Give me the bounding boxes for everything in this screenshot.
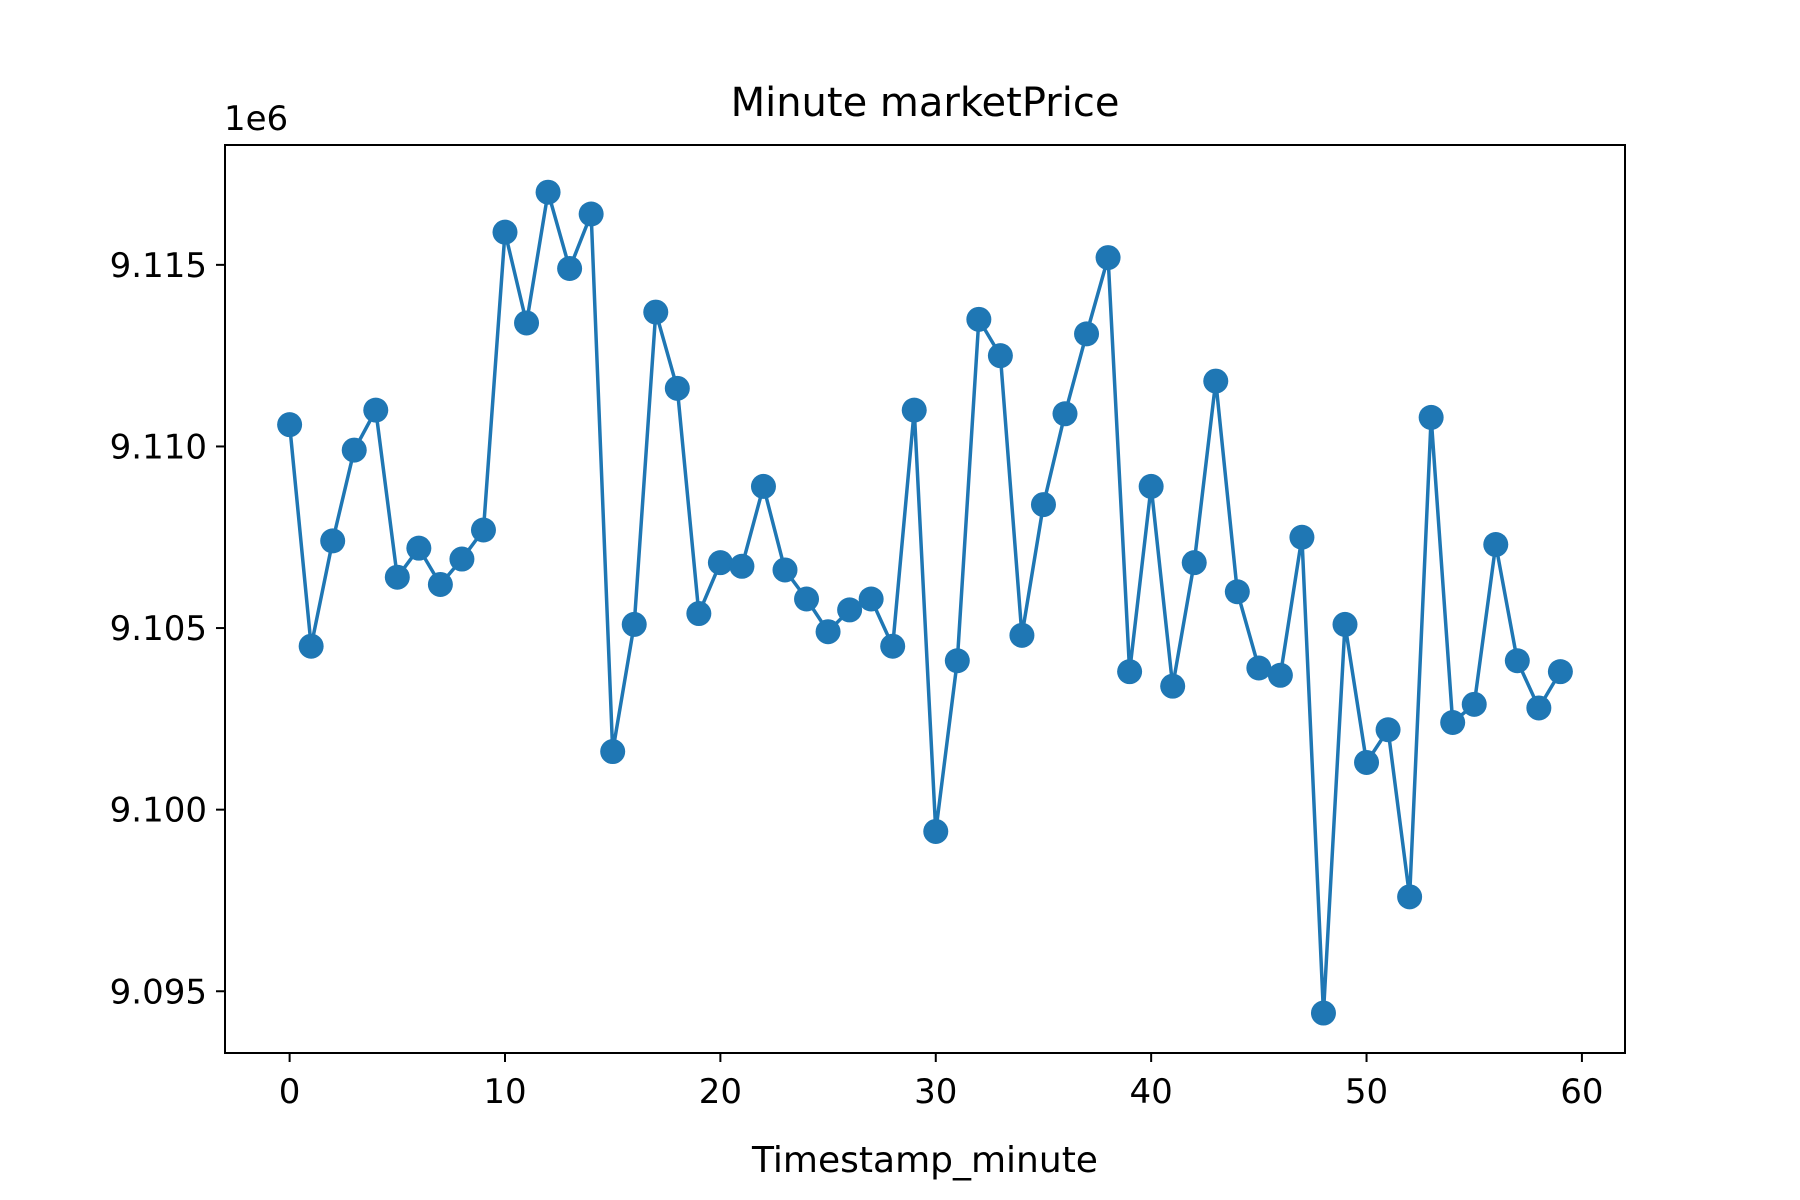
data-point (1483, 532, 1509, 558)
data-point (707, 550, 733, 576)
data-point (686, 601, 712, 627)
x-tick-label: 0 (279, 1072, 301, 1112)
chart-title: Minute marketPrice (731, 80, 1120, 126)
data-point (1332, 611, 1358, 637)
data-point (557, 255, 583, 281)
data-point (600, 739, 626, 765)
data-point (578, 201, 604, 227)
data-point (514, 310, 540, 336)
plot-area-frame (224, 144, 1626, 1054)
y-offset-text: 1e6 (224, 99, 288, 139)
data-point (987, 343, 1013, 369)
data-point (1009, 622, 1035, 648)
data-point (794, 586, 820, 612)
data-point (1052, 401, 1078, 427)
data-point (1224, 579, 1250, 605)
x-tick-label: 60 (1560, 1072, 1603, 1112)
data-point (1354, 749, 1380, 775)
data-point (341, 437, 367, 463)
plot-series (277, 179, 1573, 1026)
data-point (1310, 1000, 1336, 1026)
x-tick-label: 30 (914, 1072, 957, 1112)
data-point (837, 597, 863, 623)
data-point (427, 571, 453, 597)
x-axis-ticks: 0 10 20 30 40 50 60 (279, 1053, 1604, 1112)
y-tick-label: 9.105 (110, 609, 207, 649)
data-point (815, 619, 841, 645)
data-point (643, 299, 669, 325)
data-point (1117, 659, 1143, 685)
data-point (1267, 662, 1293, 688)
data-point (1138, 473, 1164, 499)
data-point (384, 564, 410, 590)
data-point (729, 553, 755, 579)
y-axis-ticks: 9.095 9.100 9.105 9.110 9.115 (110, 246, 225, 1012)
data-point (664, 375, 690, 401)
data-point (298, 633, 324, 659)
data-point (1289, 524, 1315, 550)
data-point (535, 179, 561, 205)
data-point (750, 473, 776, 499)
y-tick-label: 9.100 (110, 791, 207, 831)
x-tick-label: 20 (699, 1072, 742, 1112)
data-point (621, 611, 647, 637)
data-point (1074, 321, 1100, 347)
data-point (772, 557, 798, 583)
data-point (1160, 673, 1186, 699)
y-tick-label: 9.110 (110, 427, 207, 467)
data-point (1246, 655, 1272, 681)
x-axis-label: Timestamp_minute (751, 1140, 1098, 1181)
data-point (320, 528, 346, 554)
x-tick-label: 50 (1345, 1072, 1388, 1112)
x-tick-label: 40 (1130, 1072, 1173, 1112)
data-point (363, 397, 389, 423)
data-point (1504, 648, 1530, 674)
data-point (1440, 709, 1466, 735)
data-point (1375, 717, 1401, 743)
data-point (1526, 695, 1552, 721)
data-point (1030, 492, 1056, 518)
data-point (1181, 550, 1207, 576)
series-line (287, 190, 1562, 1015)
data-point (277, 412, 303, 438)
x-tick-label: 10 (483, 1072, 526, 1112)
y-tick-label: 9.115 (110, 246, 207, 286)
data-point (1461, 691, 1487, 717)
data-point (880, 633, 906, 659)
data-point (1203, 368, 1229, 394)
data-point (492, 219, 518, 245)
data-point (901, 397, 927, 423)
data-point (923, 818, 949, 844)
data-point (1418, 404, 1444, 430)
y-tick-label: 9.095 (110, 972, 207, 1012)
data-point (1095, 245, 1121, 271)
data-point (1547, 659, 1573, 685)
data-point (470, 517, 496, 543)
data-point (1397, 884, 1423, 910)
data-point (944, 648, 970, 674)
data-point (449, 546, 475, 572)
data-point (406, 535, 432, 561)
data-point (966, 306, 992, 332)
data-point (858, 586, 884, 612)
